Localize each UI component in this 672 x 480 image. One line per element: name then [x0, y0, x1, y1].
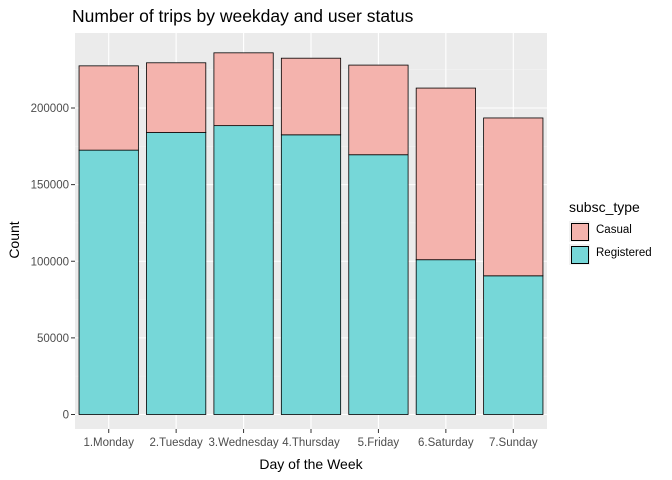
y-axis: 0 50000 100000 150000 200000 [31, 103, 75, 422]
x-tick-label: 3.Wednesday [209, 437, 279, 449]
bar-registered [78, 149, 139, 415]
bar-registered [146, 132, 207, 415]
bar-casual [78, 65, 139, 151]
legend-swatch-registered [571, 246, 589, 264]
legend-title: subsc_type [569, 199, 640, 215]
legend-key [569, 221, 590, 242]
bar-casual [146, 62, 207, 133]
x-tick-label: 1.Monday [83, 437, 134, 449]
bar-registered [483, 275, 544, 415]
y-tick-label: 100000 [31, 256, 69, 268]
bar-casual [213, 52, 274, 127]
x-axis: 1.Monday 2.Tuesday 3.Wednesday 4.Thursday 5.… [83, 429, 538, 449]
bar-casual [280, 57, 342, 136]
legend-item-registered: Registered [569, 244, 669, 265]
legend-swatch-casual [571, 223, 589, 241]
y-tick-label: 150000 [31, 180, 69, 192]
x-tick-label: 6.Saturday [418, 437, 474, 449]
y-tick-label: 200000 [31, 103, 69, 115]
bar-registered [348, 154, 409, 415]
chart-title: Number of trips by weekday and user stat… [72, 6, 414, 26]
x-tick-label: 4.Thursday [282, 437, 340, 449]
bar-casual [415, 87, 476, 261]
y-tick-label: 0 [63, 410, 69, 422]
bar-registered [415, 259, 476, 415]
bars-group [78, 52, 544, 415]
x-tick-label: 2.Tuesday [150, 437, 204, 449]
y-tick-label: 50000 [37, 333, 69, 345]
legend-key [569, 244, 590, 265]
bar-casual [348, 64, 409, 156]
bar-registered [280, 134, 342, 415]
x-axis-label: Day of the Week [259, 456, 363, 472]
x-tick-label: 5.Friday [358, 437, 400, 449]
bar-casual [483, 117, 544, 277]
x-tick-label: 7.Sunday [489, 437, 538, 449]
bar-registered [213, 125, 274, 415]
legend-item-casual: Casual [569, 221, 669, 242]
legend-label-registered: Registered [596, 247, 652, 259]
legend-label-casual: Casual [596, 224, 632, 236]
y-axis-label: Count [6, 221, 22, 259]
